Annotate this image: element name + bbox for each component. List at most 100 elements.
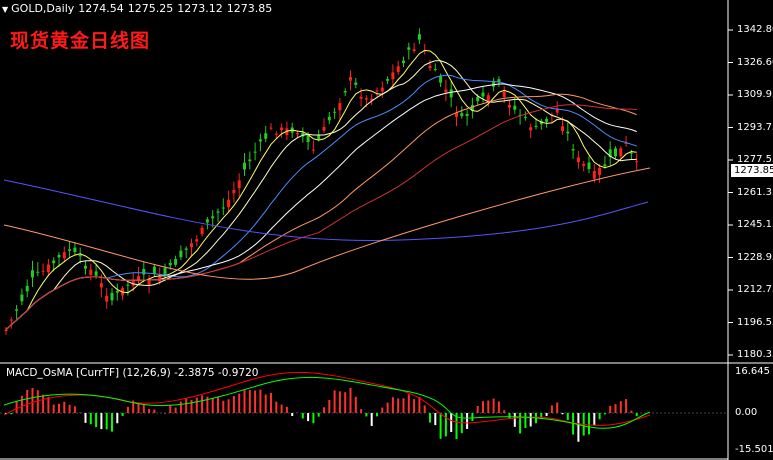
macd-bar xyxy=(376,413,378,417)
high-value: 1275.25 xyxy=(127,2,174,15)
macd-bar xyxy=(407,394,410,413)
macd-bar xyxy=(201,395,204,413)
triangle-down-icon[interactable]: ▼ xyxy=(2,5,9,14)
candlestick xyxy=(327,111,331,125)
candlestick xyxy=(322,118,326,133)
macd-bar xyxy=(105,413,108,430)
candlestick xyxy=(190,238,193,257)
macd-bar xyxy=(609,405,612,413)
open-value: 1274.54 xyxy=(78,2,124,15)
macd-bar xyxy=(47,396,50,413)
candlestick xyxy=(121,286,125,301)
candlestick xyxy=(41,263,45,276)
price-tick-label: 1196.55 xyxy=(737,316,773,328)
candlestick xyxy=(142,261,146,283)
macd-bar xyxy=(137,403,140,413)
macd-bar xyxy=(614,404,617,413)
macd-bar xyxy=(280,404,283,413)
macd-tick-label: -15.5018 xyxy=(735,444,773,455)
macd-bar xyxy=(593,413,596,426)
macd-bar xyxy=(370,413,373,426)
macd-bar xyxy=(556,402,559,413)
macd-bar xyxy=(206,396,209,413)
macd-bar xyxy=(434,413,437,426)
macd-bar xyxy=(217,397,219,413)
candlestick xyxy=(396,60,400,75)
macd-bar xyxy=(248,389,251,413)
candlestick xyxy=(518,109,522,125)
candlestick xyxy=(25,279,29,298)
candlestick xyxy=(211,209,215,228)
ma-line-orange xyxy=(5,93,637,331)
current-price-tag: 1273.85 xyxy=(731,164,773,177)
price-tick-label: 1293.75 xyxy=(737,121,773,133)
macd-bar xyxy=(513,413,516,427)
candlestick xyxy=(115,283,119,301)
macd-bar xyxy=(111,413,113,432)
candlestick xyxy=(68,241,72,259)
candlestick xyxy=(481,86,485,103)
macd-bar xyxy=(185,397,188,413)
candlestick xyxy=(317,129,321,142)
macd-bar xyxy=(15,401,18,413)
symbol-label: GOLD,Daily xyxy=(11,2,75,15)
candlestick xyxy=(20,288,24,306)
candlestick xyxy=(184,246,188,258)
candlestick xyxy=(428,59,432,72)
chart-info-bar: ▼ GOLD,Daily 1274.54 1275.25 1273.12 1273.85 xyxy=(2,2,276,16)
macd-bar xyxy=(519,413,522,434)
macd-bar xyxy=(540,413,543,418)
macd-bar xyxy=(58,403,60,413)
price-tick-label: 1342.80 xyxy=(737,24,773,35)
overlay-title: 现货黄金日线图 xyxy=(10,30,151,52)
macd-bar xyxy=(566,413,569,420)
candles-group xyxy=(4,28,639,335)
candlestick xyxy=(608,141,612,167)
macd-histogram xyxy=(5,388,638,442)
macd-bar xyxy=(508,413,511,419)
price-tick-label: 1245.15 xyxy=(737,219,773,230)
macd-bar xyxy=(381,407,384,413)
macd-bar xyxy=(243,390,246,413)
candlestick xyxy=(73,242,77,255)
candlestick xyxy=(264,125,268,143)
macd-bar xyxy=(349,388,352,413)
macd-bar xyxy=(10,413,13,415)
candlestick xyxy=(221,198,225,215)
macd-tick-label: 0.00 xyxy=(735,407,758,418)
macd-line-green xyxy=(3,376,651,429)
candlestick xyxy=(280,123,284,138)
candlestick xyxy=(237,173,241,197)
candlestick xyxy=(587,156,591,173)
price-tick-label: 1326.60 xyxy=(737,56,773,68)
macd-bar xyxy=(222,400,225,413)
candlestick xyxy=(253,142,257,161)
macd-bar xyxy=(386,402,389,413)
macd-bar xyxy=(36,390,39,413)
macd-bar xyxy=(450,413,453,432)
candlestick xyxy=(89,263,93,281)
candlestick xyxy=(523,111,527,121)
candlestick xyxy=(137,266,140,285)
macd-bar xyxy=(68,404,71,413)
candlestick xyxy=(343,88,347,97)
candlestick xyxy=(311,140,315,154)
candlestick xyxy=(232,181,236,203)
candlestick xyxy=(417,28,421,45)
candlestick xyxy=(195,235,199,247)
macd-bar xyxy=(338,391,341,413)
candlestick xyxy=(99,274,103,298)
candlestick xyxy=(455,106,458,127)
candlestick xyxy=(174,255,178,267)
price-tick-label: 1309.95 xyxy=(737,89,773,100)
macd-bar xyxy=(487,400,490,413)
candlestick xyxy=(338,98,342,120)
macd-bar xyxy=(354,396,357,413)
macd-bar xyxy=(285,406,288,413)
low-value: 1273.12 xyxy=(177,2,223,15)
macd-bar xyxy=(259,389,262,413)
macd-bar xyxy=(31,388,34,413)
candlestick xyxy=(407,42,411,60)
